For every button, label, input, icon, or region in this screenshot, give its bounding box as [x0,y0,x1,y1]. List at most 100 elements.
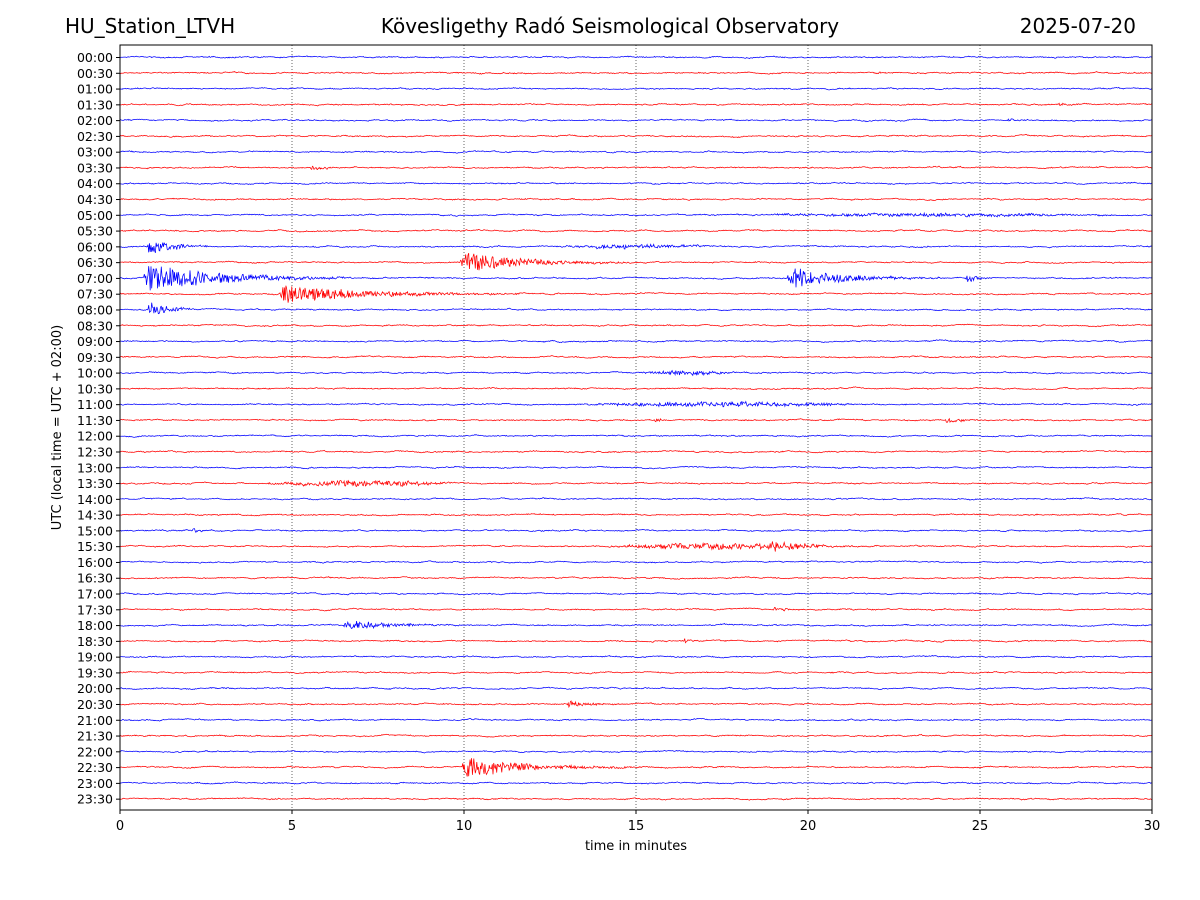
trace-1100 [120,400,1153,408]
trace-1130 [119,417,1153,424]
trace-2300 [119,781,1153,785]
y-tick-label: 01:00 [77,82,113,97]
trace-2100 [119,717,1153,722]
trace-2030 [119,700,1153,709]
y-tick-label: 00:30 [77,66,113,81]
y-tick-label: 12:00 [77,429,113,444]
y-tick-label: 23:30 [77,792,113,807]
y-axis: 00:0000:3001:0001:3002:0002:3003:0003:30… [77,50,120,807]
y-tick-label: 18:30 [77,634,113,649]
y-tick-label: 00:00 [77,50,113,65]
y-tick-label: 09:30 [77,350,113,365]
y-tick-label: 07:30 [77,287,113,302]
x-axis: 0 5 10 15 20 25 30 [116,810,1160,834]
trace-2200 [119,749,1153,754]
x-tick-label: 10 [456,819,473,834]
y-tick-label: 17:30 [77,602,113,617]
x-tick-label: 30 [1144,819,1161,834]
y-tick-label: 15:30 [77,539,113,554]
trace-1730 [119,606,1152,612]
trace-1830 [119,638,1153,644]
x-tick-label: 0 [116,819,124,834]
seismogram-traces [119,55,1153,801]
trace-2230 [119,758,1153,777]
trace-2000 [119,686,1153,691]
trace-0630 [119,252,1153,271]
y-tick-label: 03:30 [77,160,113,175]
y-tick-label: 16:00 [77,555,113,570]
trace-1300 [119,465,1153,470]
trace-0400 [119,181,1153,186]
y-tick-label: 16:30 [77,571,113,586]
chart-title: Kövesligethy Radó Seismological Observat… [380,14,840,38]
y-tick-label: 21:30 [77,729,113,744]
y-tick-label: 14:00 [77,492,113,507]
chart-date: 2025-07-20 [1019,14,1136,38]
trace-1400 [119,497,1153,501]
y-tick-label: 22:00 [77,744,113,759]
trace-2330 [119,797,1153,801]
trace-1430 [119,513,1153,517]
trace-1330 [119,479,1153,488]
trace-0600 [119,242,1153,254]
x-tick-label: 15 [628,819,645,834]
y-tick-label: 08:00 [77,302,113,317]
y-tick-label: 07:00 [77,271,113,286]
trace-1930 [119,670,1152,675]
y-tick-label: 18:00 [77,618,113,633]
y-tick-label: 10:00 [77,366,113,381]
trace-0900 [119,339,1153,344]
trace-0030 [119,71,1153,75]
trace-0730 [119,285,1153,303]
trace-0830 [119,323,1153,328]
trace-1500 [119,528,1153,534]
y-tick-label: 23:00 [77,776,113,791]
x-axis-label: time in minutes [585,839,687,854]
trace-1030 [119,386,1153,391]
trace-2130 [119,733,1153,738]
y-tick-label: 12:30 [77,445,113,460]
y-tick-label: 06:00 [77,239,113,254]
trace-0230 [119,134,1153,138]
y-tick-label: 01:30 [77,97,113,112]
y-tick-label: 03:00 [77,145,113,160]
trace-1700 [119,591,1153,596]
y-tick-label: 09:00 [77,334,113,349]
trace-1530 [119,541,1153,552]
y-tick-label: 08:30 [77,318,113,333]
y-axis-label: UTC (local time = UTC + 02:00) [50,325,65,530]
trace-0330 [119,165,1153,171]
trace-0200 [119,118,1153,123]
y-tick-label: 17:00 [77,587,113,602]
trace-1230 [119,449,1153,454]
trace-0300 [120,150,1153,154]
y-tick-label: 11:30 [77,413,113,428]
y-tick-label: 04:30 [77,192,113,207]
y-tick-label: 22:30 [77,760,113,775]
trace-0930 [120,355,1153,359]
y-tick-label: 02:00 [77,113,113,128]
trace-1800 [119,620,1153,630]
y-tick-label: 14:30 [77,508,113,523]
y-tick-label: 02:30 [77,129,113,144]
y-tick-label: 19:30 [77,665,113,680]
station-name: HU_Station_LTVH [65,14,236,38]
trace-0500 [119,211,1153,218]
trace-1630 [119,576,1153,580]
y-tick-label: 04:00 [77,176,113,191]
grid-lines [291,45,981,810]
y-tick-label: 13:00 [77,460,113,475]
y-tick-label: 20:00 [77,681,113,696]
trace-0800 [120,302,1153,315]
trace-1200 [119,434,1153,438]
y-tick-label: 21:00 [77,713,113,728]
y-tick-label: 11:00 [77,397,113,412]
x-tick-label: 5 [288,819,296,834]
trace-0700 [119,266,1153,291]
trace-0530 [119,228,1153,233]
y-tick-label: 15:00 [77,523,113,538]
x-tick-label: 20 [800,819,817,834]
trace-1000 [119,369,1153,377]
x-tick-label: 25 [972,819,989,834]
y-tick-label: 10:30 [77,381,113,396]
